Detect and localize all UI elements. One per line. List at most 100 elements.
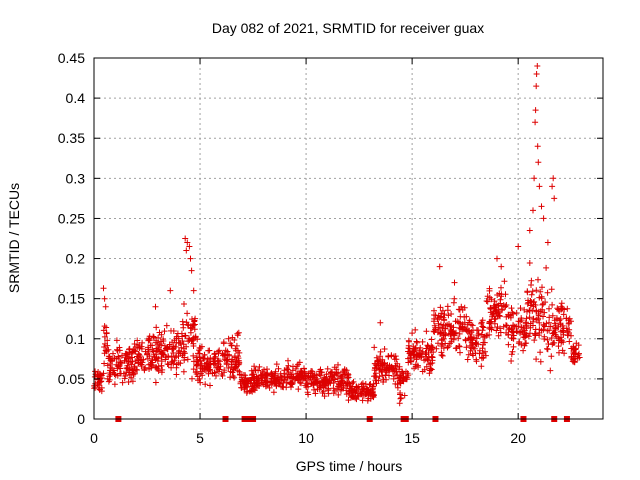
data-point	[505, 331, 512, 338]
data-point	[475, 332, 482, 339]
data-point	[544, 239, 551, 246]
data-point	[371, 344, 378, 351]
data-point	[101, 333, 108, 340]
data-point	[119, 379, 126, 386]
data-point	[382, 364, 389, 371]
data-point	[131, 363, 138, 370]
data-point	[183, 247, 190, 254]
data-point	[530, 303, 537, 310]
data-point	[103, 324, 110, 331]
data-point	[471, 345, 478, 352]
data-point	[456, 330, 463, 337]
data-point	[163, 322, 170, 329]
data-point	[292, 377, 298, 384]
data-point	[324, 378, 331, 385]
data-point	[125, 379, 132, 385]
data-point	[463, 344, 470, 351]
data-point	[396, 400, 403, 407]
data-point	[444, 344, 451, 351]
data-point	[95, 369, 102, 375]
data-point	[225, 351, 232, 358]
data-point	[537, 358, 544, 365]
data-point	[549, 330, 556, 337]
data-point	[533, 356, 540, 363]
data-point	[321, 393, 328, 400]
data-point	[416, 347, 423, 354]
data-point	[498, 284, 504, 291]
data-point	[349, 393, 356, 400]
data-point	[349, 388, 356, 395]
data-point	[546, 305, 552, 312]
data-point	[410, 355, 417, 361]
data-point	[284, 366, 291, 373]
data-point	[233, 342, 240, 349]
data-point	[129, 354, 136, 361]
data-point	[127, 358, 134, 365]
data-point	[494, 255, 500, 262]
data-point	[530, 207, 536, 214]
data-point	[335, 369, 342, 376]
data-point	[441, 311, 448, 318]
data-point	[106, 370, 113, 376]
data-point	[574, 355, 581, 362]
data-point	[408, 351, 415, 358]
data-point	[513, 328, 520, 335]
data-point	[160, 336, 167, 343]
data-point	[305, 391, 312, 398]
data-point	[489, 313, 495, 320]
data-point	[450, 331, 457, 338]
data-point	[167, 287, 174, 294]
data-point	[494, 324, 501, 330]
data-point	[438, 321, 444, 328]
data-point	[413, 338, 420, 345]
data-point	[551, 195, 558, 202]
data-point	[207, 382, 213, 389]
data-point	[202, 381, 209, 388]
data-point	[455, 306, 462, 313]
data-point	[472, 350, 479, 357]
data-point	[515, 340, 522, 347]
data-point	[288, 384, 294, 391]
data-point	[218, 371, 225, 377]
data-point	[101, 295, 108, 302]
data-point	[505, 341, 512, 348]
data-point	[451, 279, 458, 286]
data-point	[344, 373, 351, 379]
data-point	[439, 307, 446, 314]
data-point	[535, 276, 541, 283]
data-point	[517, 329, 524, 336]
data-point	[532, 119, 539, 126]
data-point	[533, 71, 540, 77]
data-point	[152, 303, 159, 310]
data-point	[503, 302, 510, 308]
data-point	[123, 357, 130, 364]
data-point	[193, 358, 200, 365]
data-point	[245, 378, 251, 385]
data-point	[417, 354, 424, 361]
data-point	[164, 361, 171, 367]
data-point	[419, 338, 426, 345]
data-point	[182, 235, 189, 242]
data-point	[190, 366, 197, 373]
data-point	[161, 328, 168, 335]
data-point	[495, 332, 502, 339]
data-point	[535, 159, 542, 166]
data-point	[548, 286, 555, 293]
data-point	[295, 361, 302, 368]
data-point	[310, 378, 317, 385]
data-point	[557, 316, 564, 322]
data-point	[509, 335, 516, 342]
data-point	[423, 328, 430, 335]
data-point	[401, 392, 408, 399]
data-point	[475, 330, 482, 337]
data-point	[305, 383, 311, 390]
data-point	[536, 319, 543, 326]
data-point	[101, 344, 108, 350]
data-point	[338, 380, 344, 387]
data-point	[521, 331, 528, 338]
data-point	[348, 393, 355, 399]
data-point	[213, 372, 219, 379]
data-point	[175, 359, 182, 366]
data-point	[410, 343, 417, 350]
data-point	[571, 346, 578, 353]
